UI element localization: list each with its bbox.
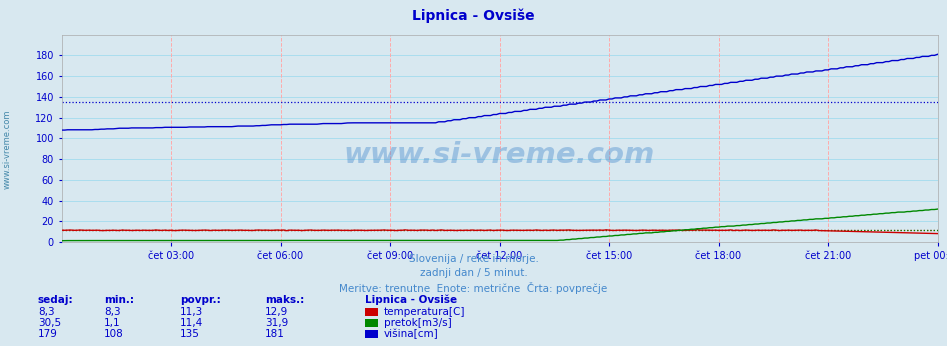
Text: Slovenija / reke in morje.: Slovenija / reke in morje.	[408, 254, 539, 264]
Text: min.:: min.:	[104, 295, 134, 305]
Text: 31,9: 31,9	[265, 318, 289, 328]
Text: 8,3: 8,3	[104, 307, 121, 317]
Text: 181: 181	[265, 329, 285, 339]
Text: www.si-vreme.com: www.si-vreme.com	[344, 141, 655, 169]
Text: 1,1: 1,1	[104, 318, 121, 328]
Text: 8,3: 8,3	[38, 307, 55, 317]
Text: www.si-vreme.com: www.si-vreme.com	[3, 109, 12, 189]
Text: Lipnica - Ovsiše: Lipnica - Ovsiše	[412, 9, 535, 23]
Text: Lipnica - Ovsiše: Lipnica - Ovsiše	[365, 294, 456, 305]
Text: povpr.:: povpr.:	[180, 295, 221, 305]
Text: pretok[m3/s]: pretok[m3/s]	[384, 318, 452, 328]
Text: 179: 179	[38, 329, 58, 339]
Text: Meritve: trenutne  Enote: metrične  Črta: povprečje: Meritve: trenutne Enote: metrične Črta: …	[339, 282, 608, 294]
Text: 135: 135	[180, 329, 200, 339]
Text: 30,5: 30,5	[38, 318, 61, 328]
Text: 11,3: 11,3	[180, 307, 204, 317]
Text: maks.:: maks.:	[265, 295, 304, 305]
Text: 108: 108	[104, 329, 124, 339]
Text: 11,4: 11,4	[180, 318, 204, 328]
Text: zadnji dan / 5 minut.: zadnji dan / 5 minut.	[420, 268, 527, 278]
Text: 12,9: 12,9	[265, 307, 289, 317]
Text: temperatura[C]: temperatura[C]	[384, 307, 465, 317]
Text: višina[cm]: višina[cm]	[384, 329, 438, 339]
Text: sedaj:: sedaj:	[38, 295, 74, 305]
